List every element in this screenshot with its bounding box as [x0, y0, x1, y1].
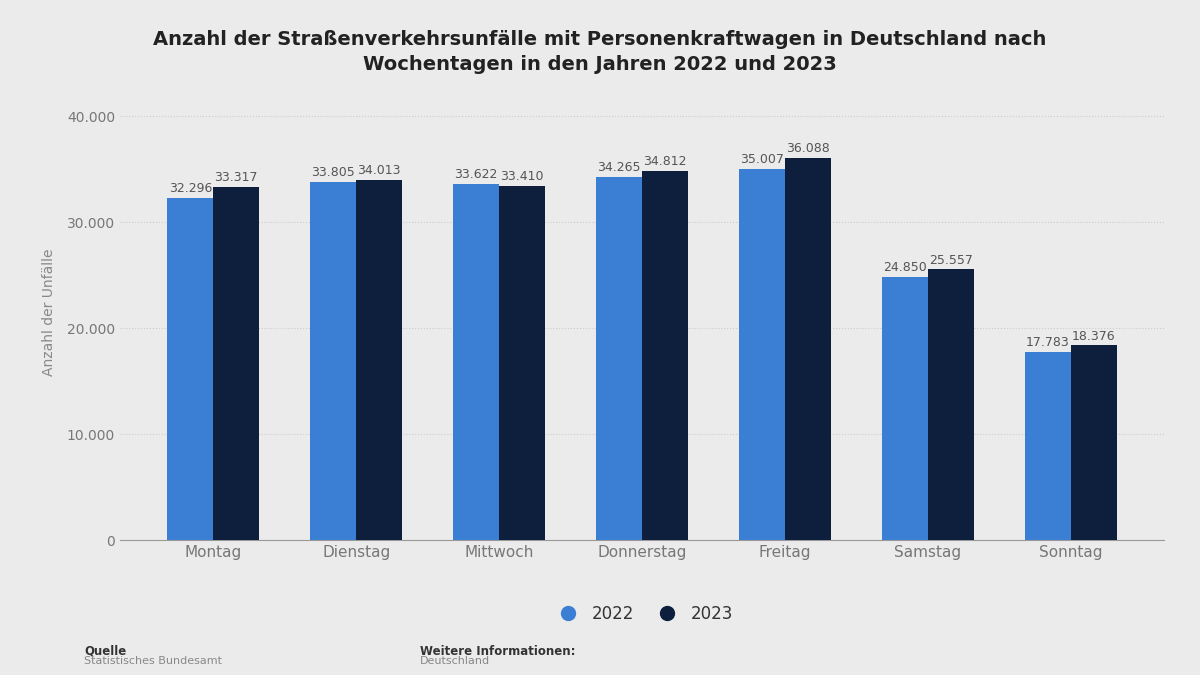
Text: 34.013: 34.013 — [358, 164, 401, 177]
Text: 33.805: 33.805 — [311, 166, 355, 179]
Y-axis label: Anzahl der Unfälle: Anzahl der Unfälle — [42, 248, 55, 376]
Bar — [739, 169, 785, 540]
Text: Statistisches Bundesamt: Statistisches Bundesamt — [84, 656, 222, 666]
Bar — [214, 187, 259, 540]
Text: 33.622: 33.622 — [455, 168, 498, 181]
Text: Anzahl der Straßenverkehrsunfälle mit Personenkraftwagen in Deutschland nach
Woc: Anzahl der Straßenverkehrsunfälle mit Pe… — [154, 30, 1046, 74]
Text: 25.557: 25.557 — [929, 254, 973, 267]
Bar — [1025, 352, 1070, 540]
Text: 18.376: 18.376 — [1072, 329, 1116, 343]
Bar — [1070, 346, 1116, 540]
Text: Weitere Informationen:: Weitere Informationen: — [420, 645, 576, 657]
Text: 34.265: 34.265 — [598, 161, 641, 174]
Text: 33.410: 33.410 — [500, 170, 544, 184]
Text: 36.088: 36.088 — [786, 142, 829, 155]
Bar — [928, 269, 973, 540]
Bar — [499, 186, 545, 540]
Text: 32.296: 32.296 — [169, 182, 212, 195]
Bar — [311, 182, 356, 540]
Bar — [454, 184, 499, 540]
Legend: 2022, 2023: 2022, 2023 — [545, 599, 739, 630]
Text: 35.007: 35.007 — [740, 153, 784, 167]
Text: Quelle: Quelle — [84, 645, 126, 657]
Bar — [642, 171, 688, 540]
Bar — [356, 180, 402, 540]
Bar — [168, 198, 214, 540]
Text: 33.317: 33.317 — [215, 171, 258, 184]
Bar — [596, 177, 642, 540]
Text: 17.783: 17.783 — [1026, 336, 1070, 349]
Text: 24.850: 24.850 — [883, 261, 926, 274]
Text: 34.812: 34.812 — [643, 155, 686, 169]
Bar — [785, 158, 830, 540]
Text: Deutschland: Deutschland — [420, 656, 490, 666]
Bar — [882, 277, 928, 540]
